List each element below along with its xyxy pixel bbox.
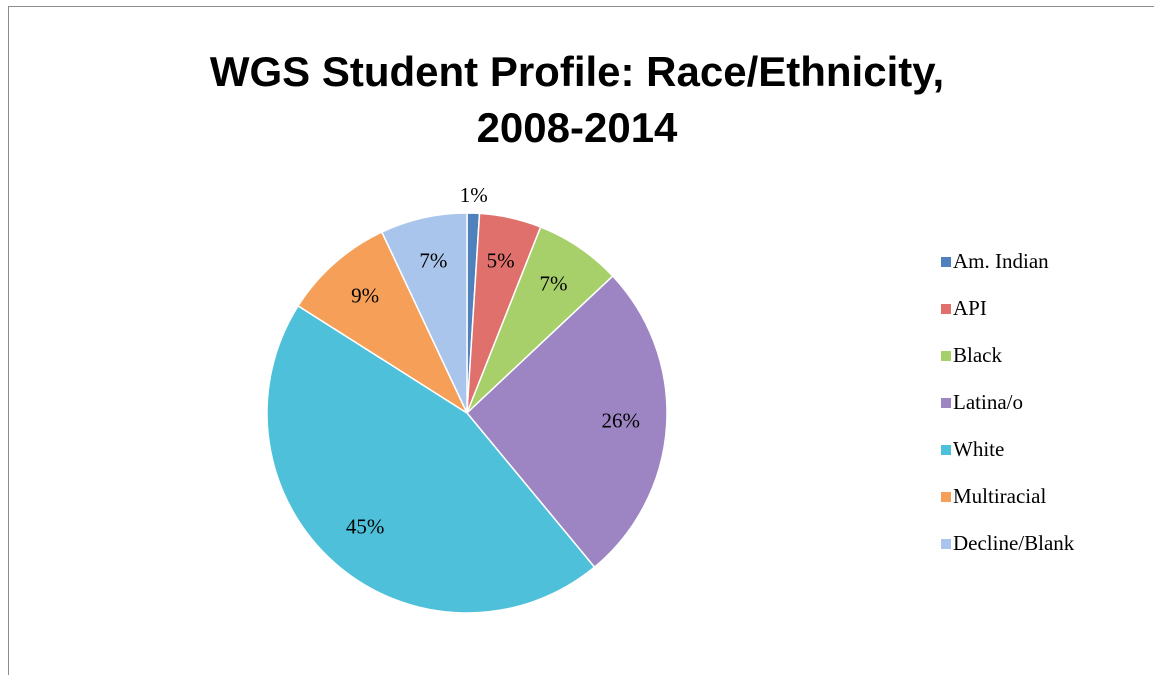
pie-slice [465, 275, 668, 569]
legend-label: Black [953, 343, 1002, 367]
pie-slice [380, 212, 468, 414]
data-label: 7% [540, 271, 568, 295]
legend-label: Am. Indian [953, 249, 1049, 273]
data-label: 1% [460, 183, 488, 207]
data-label: 45% [346, 514, 385, 538]
legend-label: Latina/o [953, 390, 1023, 414]
legend-swatch [941, 492, 951, 502]
data-label: 5% [487, 249, 515, 273]
legend-swatch [941, 351, 951, 361]
data-label: 7% [419, 249, 447, 273]
legend-label: Decline/Blank [953, 531, 1075, 555]
legend-swatch [941, 398, 951, 408]
chart-title: WGS Student Profile: Race/Ethnicity, 2008… [210, 48, 944, 151]
legend-swatch [941, 539, 951, 549]
legend-label: Multiracial [953, 484, 1046, 508]
legend-label: API [953, 296, 987, 320]
legend-swatch [941, 304, 951, 314]
legend-label: White [953, 437, 1004, 461]
pie-slice [297, 231, 469, 416]
pie-slice [266, 304, 596, 614]
data-label: 26% [601, 408, 640, 432]
legend-swatch [941, 445, 951, 455]
legend-swatch [941, 257, 951, 267]
data-label: 9% [351, 283, 379, 307]
